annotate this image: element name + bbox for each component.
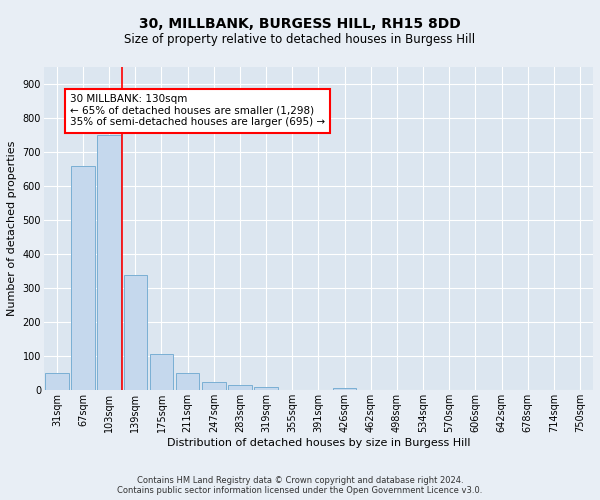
Y-axis label: Number of detached properties: Number of detached properties (7, 141, 17, 316)
Bar (71, 166, 95, 390)
Bar (228, 385, 252, 390)
Bar (333, 388, 356, 390)
Bar (45, 374, 68, 390)
Text: 30, MILLBANK, BURGESS HILL, RH15 8DD: 30, MILLBANK, BURGESS HILL, RH15 8DD (139, 18, 461, 32)
Bar (124, 274, 147, 390)
Text: Contains HM Land Registry data © Crown copyright and database right 2024.
Contai: Contains HM Land Registry data © Crown c… (118, 476, 482, 495)
Text: Size of property relative to detached houses in Burgess Hill: Size of property relative to detached ho… (124, 32, 476, 46)
Bar (254, 387, 278, 390)
Bar (202, 382, 226, 390)
X-axis label: Distribution of detached houses by size in Burgess Hill: Distribution of detached houses by size … (167, 438, 470, 448)
Bar (97, 135, 121, 390)
Bar (150, 354, 173, 391)
Bar (176, 374, 199, 390)
Text: 30 MILLBANK: 130sqm
← 65% of detached houses are smaller (1,298)
35% of semi-det: 30 MILLBANK: 130sqm ← 65% of detached ho… (70, 94, 325, 128)
